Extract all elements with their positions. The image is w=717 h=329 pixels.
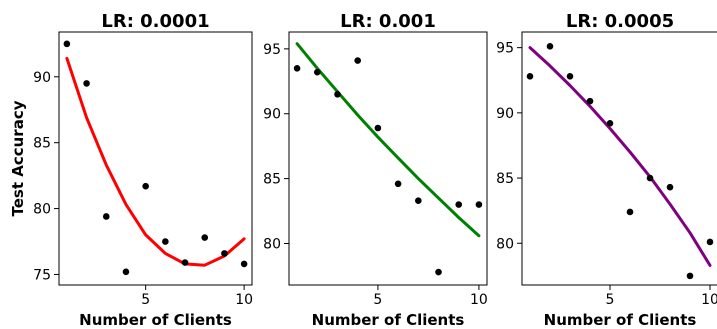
- trend-line: [528, 46, 712, 267]
- x-tick-label: 5: [373, 292, 382, 308]
- x-axis-label: Number of Clients: [544, 311, 697, 329]
- data-point: [415, 197, 422, 204]
- chart-panel-3: LR: 0.0005 5 10 80 85 90 95 Number of Clients: [496, 11, 717, 329]
- data-point: [374, 124, 382, 132]
- y-axis-label: Test Accuracy: [9, 100, 27, 216]
- data-point: [566, 73, 574, 80]
- y-tick-label: 95: [263, 42, 281, 58]
- y-tick-label: 90: [33, 70, 51, 86]
- data-point: [221, 250, 228, 257]
- chart-panel-2: LR: 0.001 5 10 80 85 90 95 Number of Clients: [263, 11, 488, 329]
- trend-line: [65, 56, 246, 267]
- data-point: [686, 272, 694, 280]
- y-tick-label: 85: [496, 171, 514, 187]
- data-point: [63, 40, 71, 48]
- data-point: [586, 97, 594, 105]
- axes-frame: [521, 31, 717, 286]
- trend-line: [295, 42, 481, 238]
- data-point: [240, 260, 248, 268]
- y-tick-label: 80: [33, 202, 51, 218]
- data-point: [354, 57, 361, 64]
- data-point: [102, 213, 110, 220]
- y-tick-label: 85: [33, 136, 51, 152]
- chart-title: LR: 0.001: [340, 11, 436, 32]
- data-point: [83, 80, 90, 87]
- y-tick-label: 80: [496, 236, 514, 252]
- data-point: [546, 43, 554, 50]
- data-point: [142, 182, 149, 190]
- data-point: [626, 208, 634, 216]
- axes-frame: [58, 31, 253, 286]
- x-tick-label: 10: [701, 292, 717, 308]
- data-point: [181, 259, 189, 266]
- data-point: [646, 174, 654, 182]
- x-tick-label: 10: [470, 292, 488, 308]
- data-point: [394, 180, 402, 188]
- chart-panel-1: LR: 0.0001 5 10 75 80 85 90 Number of Clients Te…: [9, 11, 253, 329]
- x-tick-label: 5: [606, 292, 615, 308]
- x-tick-label: 5: [141, 292, 150, 308]
- data-point: [475, 201, 483, 208]
- y-tick-label: 90: [263, 107, 281, 123]
- data-point: [706, 238, 714, 246]
- y-tick-label: 85: [263, 172, 281, 188]
- y-tick-label: 95: [496, 41, 514, 57]
- data-point: [334, 90, 341, 98]
- data-point: [162, 238, 169, 245]
- chart-title: LR: 0.0005: [566, 11, 674, 32]
- data-point: [435, 268, 442, 276]
- data-point: [526, 73, 534, 80]
- data-point: [666, 183, 674, 191]
- data-point: [293, 65, 301, 72]
- axes-frame: [288, 31, 488, 286]
- x-axis-label: Number of Clients: [312, 311, 465, 329]
- chart-title: LR: 0.0001: [101, 11, 209, 32]
- y-tick-label: 75: [33, 267, 51, 283]
- y-tick-label: 80: [263, 236, 281, 252]
- data-point: [122, 268, 130, 276]
- data-point: [455, 201, 463, 208]
- x-axis-label: Number of Clients: [79, 311, 232, 329]
- x-tick-label: 10: [235, 292, 253, 308]
- data-point: [201, 234, 209, 241]
- data-point: [313, 68, 321, 76]
- data-point: [606, 119, 614, 127]
- y-tick-label: 90: [496, 106, 514, 122]
